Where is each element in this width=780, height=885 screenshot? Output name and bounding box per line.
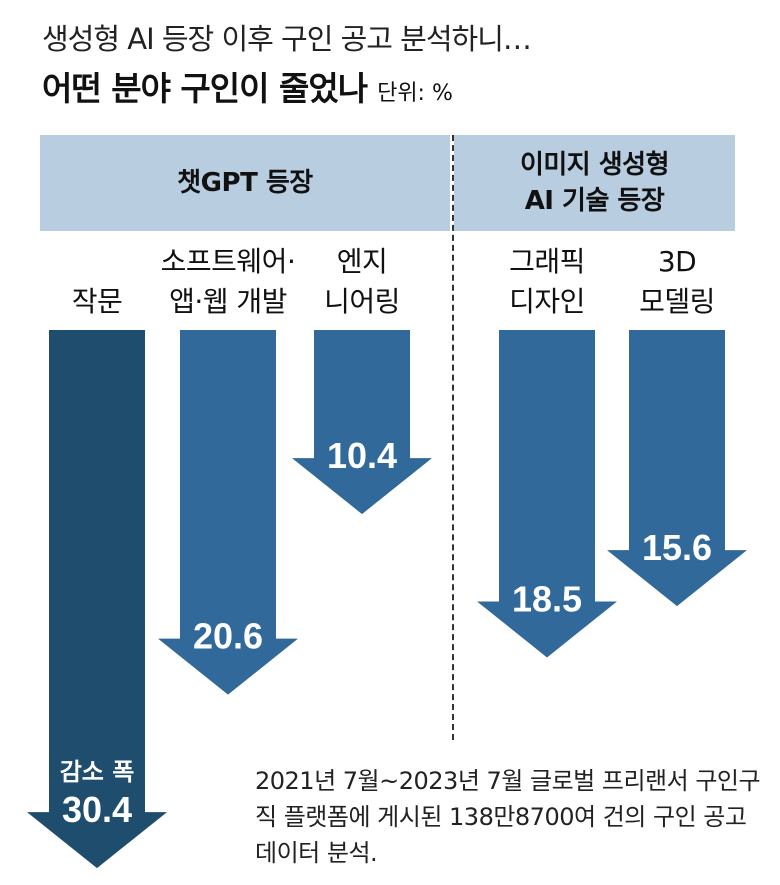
footnote: 2021년 7월~2023년 7월 글로벌 프리랜서 구인구직 플랫폼에 게시된… — [255, 767, 761, 867]
value-label: 15.6 — [642, 527, 712, 568]
value-label: 10.4 — [327, 435, 397, 476]
category-label: 소프트웨어· 앱·웹 개발 — [160, 245, 296, 318]
category-label: 작문 — [71, 285, 123, 318]
arrow-bar — [27, 330, 167, 869]
group-band-chatgpt: 챗GPT 등장 — [40, 135, 450, 231]
arrow-bar — [292, 330, 432, 515]
group-band-image-ai: 이미지 생성형 AI 기술 등장 — [454, 135, 735, 231]
value-label: 30.4 — [62, 789, 132, 830]
chart-title-text: 어떤 분야 구인이 줄었나 — [42, 69, 368, 108]
unit-label: 단위: % — [377, 81, 453, 106]
arrow-bar — [477, 330, 617, 658]
chart-title: 어떤 분야 구인이 줄었나 단위: % — [42, 62, 453, 110]
arrow-bar — [607, 330, 747, 607]
value-label: 18.5 — [512, 578, 582, 619]
value-prefix-label: 감소 폭 — [60, 758, 135, 786]
group-divider — [452, 135, 454, 740]
category-label: 그래픽 디자인 — [509, 245, 585, 318]
value-label: 20.6 — [193, 616, 263, 657]
category-label: 엔지 니어링 — [324, 245, 400, 318]
category-label: 3D 모델링 — [639, 245, 715, 318]
chart-subtitle: 생성형 AI 등장 이후 구인 공고 분석하니… — [42, 22, 532, 56]
arrow-bar — [158, 330, 298, 695]
